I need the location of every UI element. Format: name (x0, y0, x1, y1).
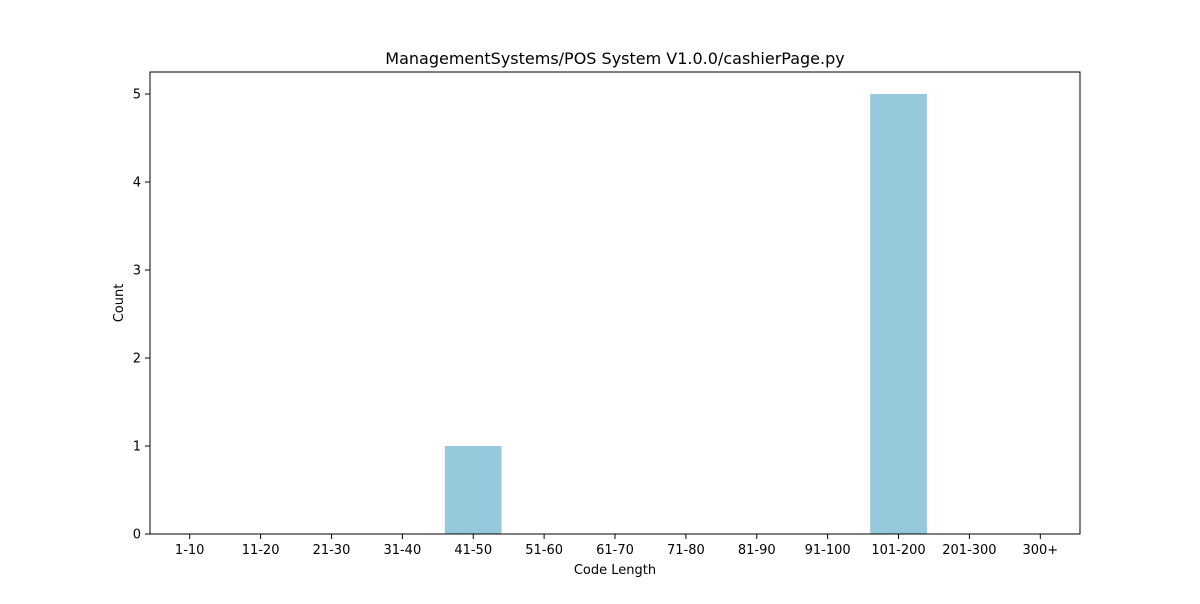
bars-layer (444, 94, 927, 534)
x-tick-label: 201-300 (942, 543, 996, 558)
x-axis-ticks: 1-10 11-20 21-30 31-40 41-50 51-60 61-70 71-80 8… (175, 534, 1058, 558)
chart-title: ManagementSystems/POS System V1.0.0/cash… (385, 49, 844, 68)
x-tick-label: 21-30 (313, 543, 351, 558)
y-tick-label: 3 (133, 264, 141, 279)
y-tick-label: 0 (133, 528, 141, 543)
x-axis-label: Code Length (574, 563, 656, 578)
y-tick-label: 2 (133, 352, 141, 367)
x-tick-label: 11-20 (242, 543, 280, 558)
x-tick-label: 41-50 (454, 543, 492, 558)
x-tick-label: 31-40 (383, 543, 421, 558)
x-tick-label: 91-100 (805, 543, 851, 558)
y-tick-label: 5 (133, 88, 141, 103)
y-axis-ticks: 0 1 2 3 4 5 (133, 88, 150, 543)
x-tick-label: 61-70 (596, 543, 634, 558)
bar-101-200 (870, 94, 927, 534)
plot-area-frame (149, 71, 1081, 535)
x-tick-label: 51-60 (525, 543, 563, 558)
x-tick-label: 1-10 (175, 543, 205, 558)
x-tick-label: 81-90 (738, 543, 776, 558)
y-tick-label: 4 (133, 176, 141, 191)
x-tick-label: 71-80 (667, 543, 705, 558)
x-tick-label: 300+ (1022, 543, 1058, 558)
y-tick-label: 1 (133, 440, 141, 455)
x-tick-label: 101-200 (871, 543, 925, 558)
y-axis-label: Count (112, 284, 127, 323)
bar-41-50 (444, 446, 502, 534)
